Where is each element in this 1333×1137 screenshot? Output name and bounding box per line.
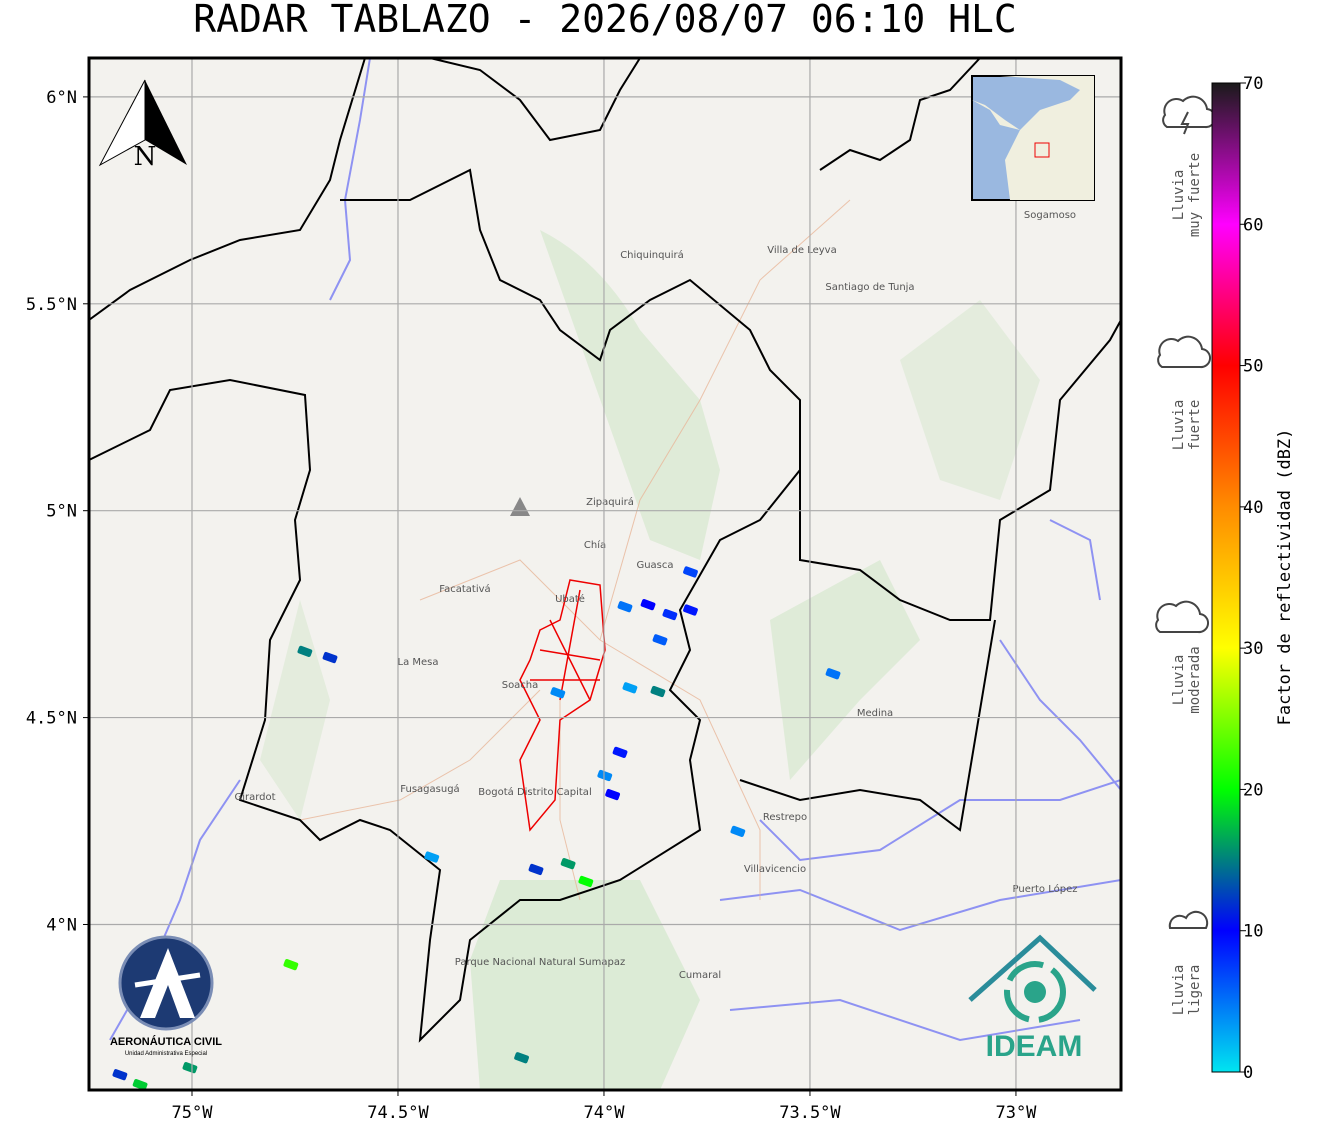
y-tick-label: 6°N	[46, 88, 77, 108]
colorbar-tick-label: 20	[1243, 780, 1263, 800]
north-arrow: N	[98, 79, 187, 172]
place-label: Ubaté	[555, 593, 585, 605]
intensity-label: Lluvia	[1171, 965, 1187, 1016]
radar-echo	[683, 566, 698, 578]
colorbar-label: Factor de reflectividad (dBZ)	[1275, 429, 1295, 726]
place-label: Puerto López	[1013, 883, 1078, 895]
radar-echo	[622, 682, 638, 694]
place-label: Chiquinquirá	[620, 249, 684, 261]
radar-echo	[650, 685, 666, 698]
aerocivil-logo: AERONÁUTICA CIVIL Unidad Administrativa …	[110, 935, 222, 1057]
ideam-logo: IDEAM	[968, 934, 1097, 1063]
x-tick-label: 73°W	[995, 1103, 1037, 1123]
radar-echo	[424, 851, 440, 863]
y-tick-label: 4°N	[46, 915, 77, 935]
radar-echo	[730, 825, 746, 837]
colorbar-tick-label: 10	[1243, 922, 1263, 942]
radar-echo	[528, 863, 544, 876]
x-tick-label: 73.5°W	[779, 1103, 841, 1123]
aerocivil-sub: Unidad Administrativa Especial	[125, 1051, 207, 1057]
radar-echo	[640, 599, 656, 611]
radar-echo	[560, 858, 576, 870]
place-label: Santiago de Tunja	[825, 282, 914, 293]
basemap: Villavicencio Bogotá Distrito Capital Parq…	[89, 58, 1121, 1090]
place-label: Restrepo	[763, 812, 807, 823]
colorbar-tick-label: 50	[1243, 357, 1263, 377]
intensity-icons	[1155, 95, 1216, 929]
place-label: Cumaral	[679, 970, 721, 981]
radar-echo	[605, 788, 621, 801]
colorbar	[1211, 82, 1241, 1073]
radar-echo	[283, 959, 299, 971]
radar-echo	[612, 746, 628, 758]
ideam-name: IDEAM	[986, 1030, 1083, 1063]
place-label: Sogamoso	[1024, 210, 1076, 221]
y-tick-label: 4.5°N	[26, 709, 77, 729]
intensity-label: Lluvia	[1171, 400, 1187, 451]
radar-echo	[662, 608, 678, 621]
x-tick-label: 74°W	[583, 1103, 625, 1123]
title: RADAR TABLAZO - 2026/08/07 06:10 HLC	[193, 0, 1017, 41]
place-label: Guasca	[636, 560, 673, 571]
colorbar-tick-label: 40	[1243, 498, 1263, 518]
colorbar-tick-label: 60	[1243, 215, 1263, 235]
intensity-label: ligera	[1187, 965, 1203, 1016]
colorbar-tick-label: 0	[1243, 1063, 1253, 1083]
radar-echo	[322, 651, 338, 664]
place-label: Zipaquirá	[586, 496, 634, 508]
place-label: Villavicencio	[744, 864, 806, 875]
x-tick-label: 75°W	[172, 1103, 214, 1123]
colorbar-tick-label: 30	[1243, 639, 1263, 659]
map-frame	[87, 56, 1123, 1092]
radar-echo	[550, 687, 566, 699]
radar-echo	[132, 1079, 148, 1090]
radar-echo	[578, 875, 594, 888]
radar-echo	[617, 601, 633, 613]
place-label: Parque Nacional Natural Sumapaz	[455, 957, 625, 968]
place-label: Villa de Leyva	[767, 245, 836, 256]
radar-echo	[297, 645, 313, 657]
place-label: La Mesa	[398, 657, 439, 668]
intensity-label: fuerte	[1187, 400, 1203, 451]
y-tick-label: 5°N	[46, 502, 77, 522]
aerocivil-name: AERONÁUTICA CIVIL	[110, 1035, 222, 1048]
x-tick-label: 74.5°W	[367, 1103, 429, 1123]
north-label: N	[134, 142, 157, 172]
radar-echo	[182, 1062, 198, 1074]
radar-echo	[597, 769, 613, 782]
place-label: Fusagasugá	[400, 783, 459, 795]
place-label: Bogotá Distrito Capital	[478, 786, 591, 798]
inset-map	[971, 75, 1095, 201]
radar-echo	[652, 634, 668, 646]
place-label: Girardot	[234, 792, 275, 803]
intensity-label: muy fuerte	[1187, 153, 1203, 237]
radar-echo	[825, 668, 841, 680]
place-label: Soacha	[502, 680, 539, 691]
intensity-label: Lluvia	[1171, 170, 1187, 221]
intensity-label: Lluvia	[1171, 655, 1187, 706]
place-label: Medina	[857, 708, 893, 719]
radar-echo	[683, 604, 698, 616]
radar-echo	[514, 1052, 529, 1064]
place-label: Chía	[584, 539, 606, 551]
y-tick-label: 5.5°N	[26, 295, 77, 315]
place-label: Facatativá	[439, 583, 490, 595]
radar-echo	[112, 1069, 128, 1081]
colorbar-tick-label: 70	[1243, 74, 1263, 94]
intensity-label: moderada	[1187, 646, 1203, 713]
